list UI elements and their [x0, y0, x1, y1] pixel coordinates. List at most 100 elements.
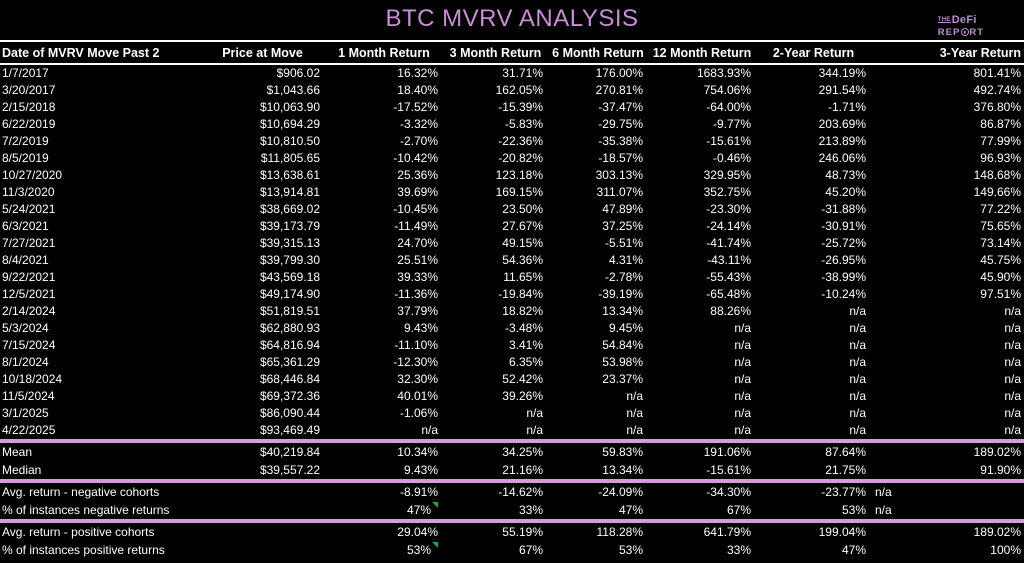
cell-value: 37.25%: [602, 219, 643, 233]
cell-value: 9/22/2021: [2, 270, 56, 284]
cell-value: -19.84%: [498, 287, 543, 301]
data-row: 5/3/2024 $62,880.93 9.43% -3.48% 9.45% n/a n/a…: [0, 320, 1024, 337]
cell-price: $38,669.02: [200, 201, 325, 218]
cell-value: 492.74%: [973, 83, 1021, 97]
cell-return-1m: 40.01%: [325, 388, 443, 405]
cell-return-6m: 118.28%: [548, 519, 648, 541]
cell-value: 8/4/2021: [2, 253, 49, 267]
cell-price: $11,805.65: [200, 150, 325, 167]
brand-logo-bottom: REP RT: [938, 28, 984, 38]
cell-value: $39,557.22: [259, 463, 320, 477]
cell-return-3y: 45.90%: [871, 269, 1024, 286]
cell-return-1m: -11.49%: [325, 218, 443, 235]
cell-value: 176.00%: [595, 66, 643, 80]
cell-return-2y: 87.64%: [756, 439, 871, 461]
data-row: 7/27/2021 $39,315.13 24.70% 49.15% -5.51% -41…: [0, 235, 1024, 252]
cell-value: 6/22/2019: [2, 117, 56, 131]
cell-value: -31.88%: [821, 202, 866, 216]
cell-value: 303.13%: [595, 168, 643, 182]
cell-return-3y: n/a: [871, 422, 1024, 441]
cell-return-12m: n/a: [648, 354, 756, 371]
cell-value: n/a: [626, 423, 643, 437]
cell-return-2y: -31.88%: [756, 201, 871, 218]
cell-return-12m: 329.95%: [648, 167, 756, 184]
cell-value: 49.15%: [502, 236, 543, 250]
cell-value: 311.07%: [596, 185, 643, 199]
cell-return-2y: n/a: [756, 388, 871, 405]
cell-value: $13,638.61: [259, 168, 320, 182]
cell-return-2y: 213.89%: [756, 133, 871, 150]
cell-value: 11/3/2020: [2, 185, 55, 199]
cell-value: 67%: [726, 503, 751, 517]
cell-value: n/a: [734, 321, 751, 335]
cell-value: 54.36%: [502, 253, 543, 267]
cell-return-3y: 801.41%: [871, 64, 1024, 82]
data-row: 3/20/2017 $1,043.66 18.40% 162.05% 270.81% 75…: [0, 82, 1024, 99]
cell-value: 162.05%: [495, 83, 543, 97]
cell-date: 9/22/2021: [0, 269, 200, 286]
cell-return-3y: 97.51%: [871, 286, 1024, 303]
cell-value: -10.42%: [393, 151, 438, 165]
brand-logo-the: THE: [937, 17, 951, 23]
cell-return-6m: -29.75%: [548, 116, 648, 133]
cell-value: -9.77%: [712, 117, 751, 131]
cell-value: 801.41%: [973, 66, 1021, 80]
comment-flag-icon: [432, 542, 438, 548]
cell-value: 45.20%: [825, 185, 866, 199]
summary-row: Median $39,557.22 9.43% 21.16% 13.34% -15.61%…: [0, 461, 1024, 481]
comment-flag-icon: [432, 502, 438, 508]
cell-return-3y: 86.87%: [871, 116, 1024, 133]
cell-value: 40.01%: [397, 389, 438, 403]
cell-return-2y: -23.77%: [756, 479, 871, 501]
cell-value: -3.32%: [399, 117, 438, 131]
cell-value: 29.04%: [397, 525, 438, 539]
cell-value: -37.47%: [598, 100, 643, 114]
summary-row: Avg. return - positive cohorts 29.04% 55.1…: [0, 519, 1024, 541]
cell-value: -39.19%: [598, 287, 643, 301]
cell-return-6m: 47.89%: [548, 201, 648, 218]
cell-date: 7/2/2019: [0, 133, 200, 150]
cell-return-1m: -8.91%: [325, 479, 443, 501]
cell-return-1m: n/a: [325, 422, 443, 441]
cell-date: % of instances positive returns: [0, 541, 200, 559]
cell-return-1m: 25.51%: [325, 252, 443, 269]
cell-value: -29.75%: [598, 117, 643, 131]
cell-return-1m: -3.32%: [325, 116, 443, 133]
cell-return-6m: 4.31%: [548, 252, 648, 269]
cell-return-3m: 27.67%: [443, 218, 548, 235]
cell-value: 329.95%: [703, 168, 751, 182]
cell-value: 9.45%: [608, 321, 643, 335]
cell-return-6m: 37.25%: [548, 218, 648, 235]
cell-date: 8/1/2024: [0, 354, 200, 371]
cell-price: $40,219.84: [200, 439, 325, 461]
cell-value: n/a: [1004, 355, 1021, 369]
cell-return-1m: 39.33%: [325, 269, 443, 286]
cell-value: 4/22/2025: [2, 423, 56, 437]
cell-return-3y: 148.68%: [871, 167, 1024, 184]
title-bar: BTC MVRV ANALYSIS THEDeFi REP RT: [0, 0, 1024, 40]
cell-price: [200, 501, 325, 521]
summary-row: Avg. return - negative cohorts -8.91% -14.…: [0, 479, 1024, 501]
cell-value: -65.48%: [706, 287, 751, 301]
cell-value: -35.38%: [598, 134, 643, 148]
cell-return-3y: 376.80%: [871, 99, 1024, 116]
cell-value: 754.06%: [703, 83, 751, 97]
cell-value: 189.02%: [973, 445, 1021, 459]
cell-value: $49,174.90: [259, 287, 320, 301]
cell-return-12m: 1683.93%: [648, 64, 756, 82]
cell-return-3m: -3.48%: [443, 320, 548, 337]
cell-return-6m: 59.83%: [548, 439, 648, 461]
cell-value: -17.52%: [393, 100, 438, 114]
col-header-return-6m: 6 Month Return: [548, 40, 648, 65]
cell-value: -11.36%: [394, 287, 438, 301]
cell-return-6m: 53%: [548, 541, 648, 559]
cell-return-12m: -43.11%: [648, 252, 756, 269]
cell-value: 10.34%: [397, 445, 438, 459]
cell-return-2y: -10.24%: [756, 286, 871, 303]
cell-return-2y: 53%: [756, 501, 871, 521]
cell-value: n/a: [875, 485, 892, 499]
cell-return-3y: n/a: [871, 354, 1024, 371]
cell-return-1m: 25.36%: [325, 167, 443, 184]
cell-value: -34.30%: [706, 485, 751, 499]
cell-value: n/a: [849, 338, 866, 352]
